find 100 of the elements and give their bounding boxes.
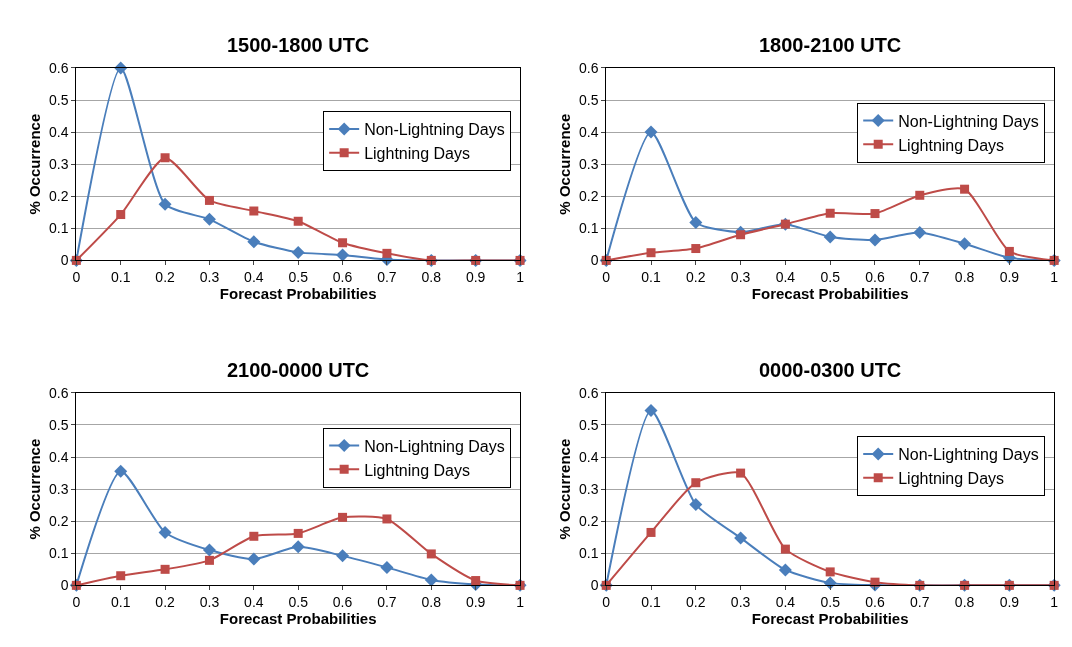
point bbox=[823, 230, 837, 244]
y-axis-title: % Occurrence bbox=[556, 113, 574, 215]
y-tick-label: 0.3 bbox=[49, 156, 69, 173]
point bbox=[380, 560, 394, 574]
point bbox=[160, 564, 170, 574]
y-tick-label: 0 bbox=[60, 252, 69, 269]
point bbox=[426, 549, 436, 559]
y-tick-label: 0.3 bbox=[578, 481, 599, 498]
x-tick-label: 0.1 bbox=[641, 269, 661, 286]
point bbox=[913, 226, 927, 239]
point bbox=[691, 244, 701, 254]
y-tick-label: 0.5 bbox=[49, 91, 69, 108]
y-tick-label: 0.6 bbox=[578, 59, 599, 76]
y-tick-label: 0.2 bbox=[578, 188, 599, 205]
point bbox=[424, 573, 438, 587]
point bbox=[644, 125, 658, 139]
x-tick-label: 0.9 bbox=[999, 269, 1020, 286]
x-axis-title: Forecast Probabilities bbox=[219, 610, 377, 628]
legend-label: Lightning Days bbox=[898, 469, 1005, 487]
point bbox=[114, 464, 128, 478]
legend-label: Lightning Days bbox=[898, 136, 1005, 154]
point bbox=[336, 248, 350, 262]
y-axis-title: % Occurrence bbox=[26, 113, 44, 215]
chart-title: 2100-0000 UTC bbox=[227, 359, 370, 381]
point bbox=[644, 404, 658, 418]
y-tick-label: 0.5 bbox=[578, 416, 599, 433]
x-tick-label: 0 bbox=[72, 269, 81, 286]
x-tick-label: 0.7 bbox=[910, 594, 930, 611]
point bbox=[958, 237, 972, 251]
legend-label: Lightning Days bbox=[364, 461, 471, 479]
point bbox=[689, 216, 703, 230]
y-tick-label: 0.4 bbox=[49, 124, 69, 140]
x-tick-label: 0.8 bbox=[954, 594, 975, 611]
x-tick-label: 0.9 bbox=[999, 594, 1020, 611]
x-tick-label: 0.6 bbox=[332, 594, 353, 611]
y-tick-label: 0.2 bbox=[49, 513, 69, 530]
point bbox=[778, 563, 792, 577]
point bbox=[336, 549, 350, 563]
x-tick-label: 1 bbox=[1050, 594, 1059, 611]
point bbox=[382, 514, 392, 524]
x-tick-label: 0 bbox=[602, 269, 611, 286]
x-tick-label: 0.9 bbox=[465, 269, 486, 286]
point bbox=[691, 478, 701, 488]
point bbox=[249, 531, 259, 541]
point bbox=[116, 571, 126, 581]
x-axis-title: Forecast Probabilities bbox=[751, 285, 909, 303]
x-tick-label: 0.7 bbox=[377, 594, 397, 611]
x-axis-title: Forecast Probabilities bbox=[219, 285, 377, 303]
point bbox=[736, 230, 746, 240]
legend-label: Lightning Days bbox=[364, 145, 471, 163]
x-tick-label: 0.5 bbox=[288, 269, 309, 286]
y-tick-label: 0 bbox=[590, 252, 599, 269]
point bbox=[338, 512, 348, 522]
x-tick-label: 0.4 bbox=[775, 269, 796, 286]
point bbox=[1004, 246, 1014, 256]
x-tick-label: 0.3 bbox=[730, 594, 751, 611]
legend-label: Non-Lightning Days bbox=[898, 112, 1039, 130]
chart-title: 1800-2100 UTC bbox=[759, 34, 902, 56]
x-tick-label: 0 bbox=[602, 594, 611, 611]
y-tick-label: 0.1 bbox=[578, 220, 599, 237]
x-tick-label: 0.6 bbox=[865, 269, 885, 286]
point bbox=[158, 525, 172, 539]
y-tick-label: 0.2 bbox=[578, 513, 599, 530]
point bbox=[915, 190, 925, 200]
x-tick-label: 0.6 bbox=[332, 269, 353, 286]
point bbox=[204, 195, 214, 205]
point bbox=[689, 498, 703, 512]
x-tick-label: 0.5 bbox=[820, 594, 841, 611]
x-tick-label: 0.2 bbox=[686, 594, 706, 611]
x-tick-label: 0.7 bbox=[377, 269, 397, 286]
x-tick-label: 1 bbox=[516, 269, 525, 286]
x-tick-label: 0.1 bbox=[641, 594, 661, 611]
x-tick-label: 0 bbox=[72, 594, 81, 611]
point bbox=[338, 238, 348, 248]
y-tick-label: 0.3 bbox=[578, 156, 599, 173]
y-tick-label: 0.4 bbox=[578, 448, 599, 465]
legend-label: Non-Lightning Days bbox=[364, 437, 505, 455]
y-tick-label: 0 bbox=[60, 577, 69, 594]
point bbox=[868, 233, 882, 247]
point bbox=[646, 527, 656, 537]
point bbox=[960, 184, 970, 194]
x-tick-label: 0.2 bbox=[155, 594, 176, 611]
point bbox=[204, 555, 214, 565]
x-tick-label: 0.5 bbox=[820, 269, 841, 286]
y-tick-label: 0.1 bbox=[578, 545, 599, 562]
point bbox=[870, 209, 880, 219]
y-axis-title: % Occurrence bbox=[26, 438, 44, 540]
x-tick-label: 0.9 bbox=[465, 594, 486, 611]
x-tick-label: 0.3 bbox=[199, 269, 220, 286]
x-axis-title: Forecast Probabilities bbox=[751, 610, 909, 628]
chart-title: 0000-0300 UTC bbox=[759, 359, 902, 381]
point bbox=[382, 248, 392, 258]
x-tick-label: 0.2 bbox=[155, 269, 176, 286]
y-tick-label: 0.3 bbox=[49, 481, 69, 498]
point bbox=[291, 540, 305, 554]
point bbox=[471, 576, 481, 586]
x-tick-label: 0.2 bbox=[686, 269, 706, 286]
point bbox=[734, 531, 748, 545]
x-tick-label: 0.6 bbox=[865, 594, 885, 611]
y-tick-label: 0.4 bbox=[578, 124, 599, 140]
